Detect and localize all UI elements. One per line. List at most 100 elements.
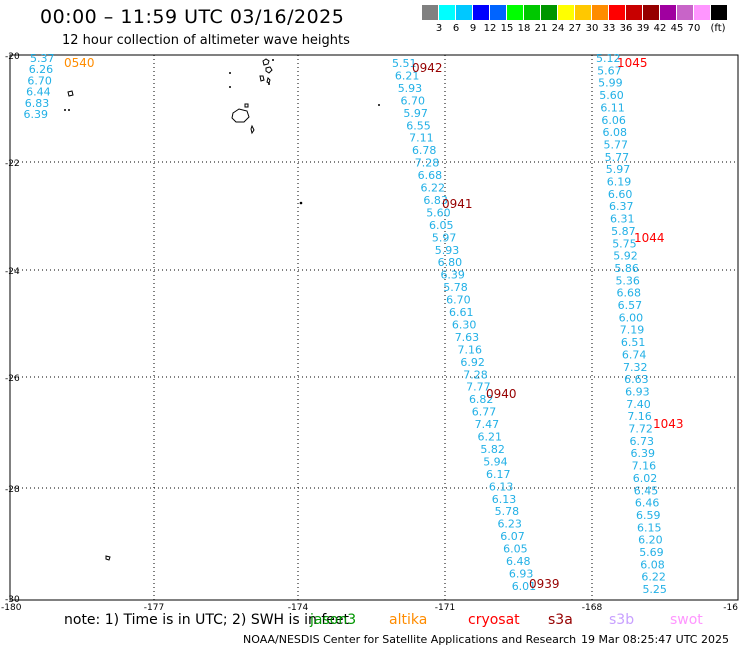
color-swatch	[473, 5, 489, 20]
wave-height-label: 6.05	[503, 543, 528, 556]
wave-height-label: 6.93	[625, 385, 650, 398]
wave-height-label: 6.15	[637, 521, 662, 534]
map-subtitle: 12 hour collection of altimeter wave hei…	[62, 33, 350, 48]
wave-height-label: 6.82	[469, 393, 494, 406]
island-outlines	[64, 58, 380, 561]
island-shape	[262, 58, 270, 66]
wave-height-label: 6.23	[497, 518, 522, 531]
wave-height-label: 6.44	[26, 86, 50, 99]
wave-height-label: 5.78	[443, 281, 468, 294]
longitude-labels: -180 -177 -174 -171 -168 -16	[1, 603, 738, 613]
wave-height-label: 5.97	[432, 231, 457, 244]
island-shape	[231, 108, 250, 123]
wave-height-label: 5.25	[642, 583, 667, 596]
color-swatch	[592, 5, 608, 20]
wave-height-label: 5.87	[611, 225, 636, 238]
color-swatch	[626, 5, 642, 20]
wave-height-label: 5.82	[480, 443, 505, 456]
pass-time-label: 0540	[64, 56, 95, 70]
color-swatch	[609, 5, 625, 20]
latitude-label: -26	[5, 374, 20, 384]
color-swatch	[677, 5, 693, 20]
island-shape	[67, 90, 74, 97]
wave-height-label: 5.93	[398, 82, 423, 95]
island-dot	[268, 83, 270, 85]
wave-height-label: 6.19	[607, 176, 632, 189]
wave-height-label: 7.77	[466, 381, 491, 394]
wave-height-label: 6.21	[395, 69, 420, 82]
wave-height-label: 6.83	[25, 97, 50, 110]
color-swatch	[422, 5, 438, 20]
wave-height-label: 5.75	[612, 237, 637, 250]
wave-height-label: 6.20	[638, 534, 663, 547]
longitude-label: -177	[144, 603, 164, 613]
longitude-label: -171	[435, 603, 455, 613]
wave-height-label: 7.19	[620, 324, 645, 337]
wave-height-label: 6.59	[636, 509, 661, 522]
wave-height-label: 6.83	[423, 194, 448, 207]
island-shape	[105, 555, 111, 561]
color-swatch	[694, 5, 710, 20]
wave-height-label: 6.51	[621, 336, 646, 349]
map-title: 00:00 – 11:59 UTC 03/16/2025	[40, 6, 345, 28]
map-frame	[9, 54, 739, 601]
wave-height-label: 5.86	[614, 262, 639, 275]
pass-time-label: 0940	[486, 387, 517, 401]
wave-height-label: 7.28	[415, 157, 440, 170]
wave-height-label: 6.05	[429, 219, 454, 232]
longitude-label: -174	[288, 603, 309, 613]
color-swatch	[524, 5, 540, 20]
satellite-legend-item: swot	[670, 612, 703, 628]
color-swatch	[575, 5, 591, 20]
island-shape	[250, 124, 255, 135]
island-dot	[229, 86, 231, 88]
wave-height-label: 5.36	[615, 274, 640, 287]
wave-height-label: 6.46	[635, 497, 660, 510]
satellite-legend-item: s3a	[548, 612, 573, 628]
wave-height-label: 5.78	[495, 505, 519, 518]
wave-height-label: 6.70	[446, 294, 471, 307]
wave-height-label: 6.93	[509, 567, 533, 580]
satellite-legend-item: s3b	[609, 612, 635, 628]
wave-height-label: 6.22	[641, 571, 666, 584]
wave-height-label: 6.68	[418, 169, 443, 182]
color-scale-unit: (ft)	[710, 23, 726, 34]
wave-height-label: 7.63	[455, 331, 480, 344]
wave-height-label: 7.40	[626, 398, 651, 411]
wave-height-label: 6.45	[634, 484, 659, 497]
wave-height-label: 6.02	[633, 472, 658, 485]
longitude-label: -180	[1, 603, 22, 613]
island-shape	[266, 77, 271, 84]
map-grid	[9, 54, 739, 601]
wave-height-label: 5.77	[604, 138, 629, 151]
wave-height-label: 7.11	[409, 132, 434, 145]
color-swatch	[643, 5, 659, 20]
wave-height-label: 6.01	[512, 580, 537, 593]
color-scale-label: 45	[670, 23, 684, 34]
wave-height-label: 6.78	[412, 144, 437, 157]
wave-height-label: 6.77	[472, 406, 497, 419]
color-scale-label: 36	[619, 23, 633, 34]
wave-height-label: 6.08	[640, 558, 665, 571]
color-swatch	[660, 5, 676, 20]
island-dot	[272, 59, 274, 61]
pass-time-label: 0939	[529, 577, 560, 591]
pass-time-label: 1045	[617, 56, 648, 70]
color-scale-label: 3	[435, 23, 443, 34]
wave-height-label: 6.70	[27, 74, 52, 87]
color-scale-label: 18	[517, 23, 531, 34]
wave-height-label: 6.55	[406, 119, 431, 132]
latitude-label: -24	[5, 267, 20, 277]
wave-height-label: 6.22	[421, 182, 446, 195]
wave-height-label: 6.39	[440, 269, 465, 282]
wave-height-label: 6.37	[609, 200, 634, 213]
island-dot	[68, 109, 70, 111]
color-swatch	[490, 5, 506, 20]
wave-height-label: 5.77	[605, 151, 630, 164]
wave-height-label: 6.73	[629, 435, 654, 448]
wave-height-label: 6.68	[617, 287, 642, 300]
wave-height-label: 6.31	[610, 213, 635, 226]
island-dot	[64, 109, 66, 111]
color-scale-label: 9	[469, 23, 477, 34]
